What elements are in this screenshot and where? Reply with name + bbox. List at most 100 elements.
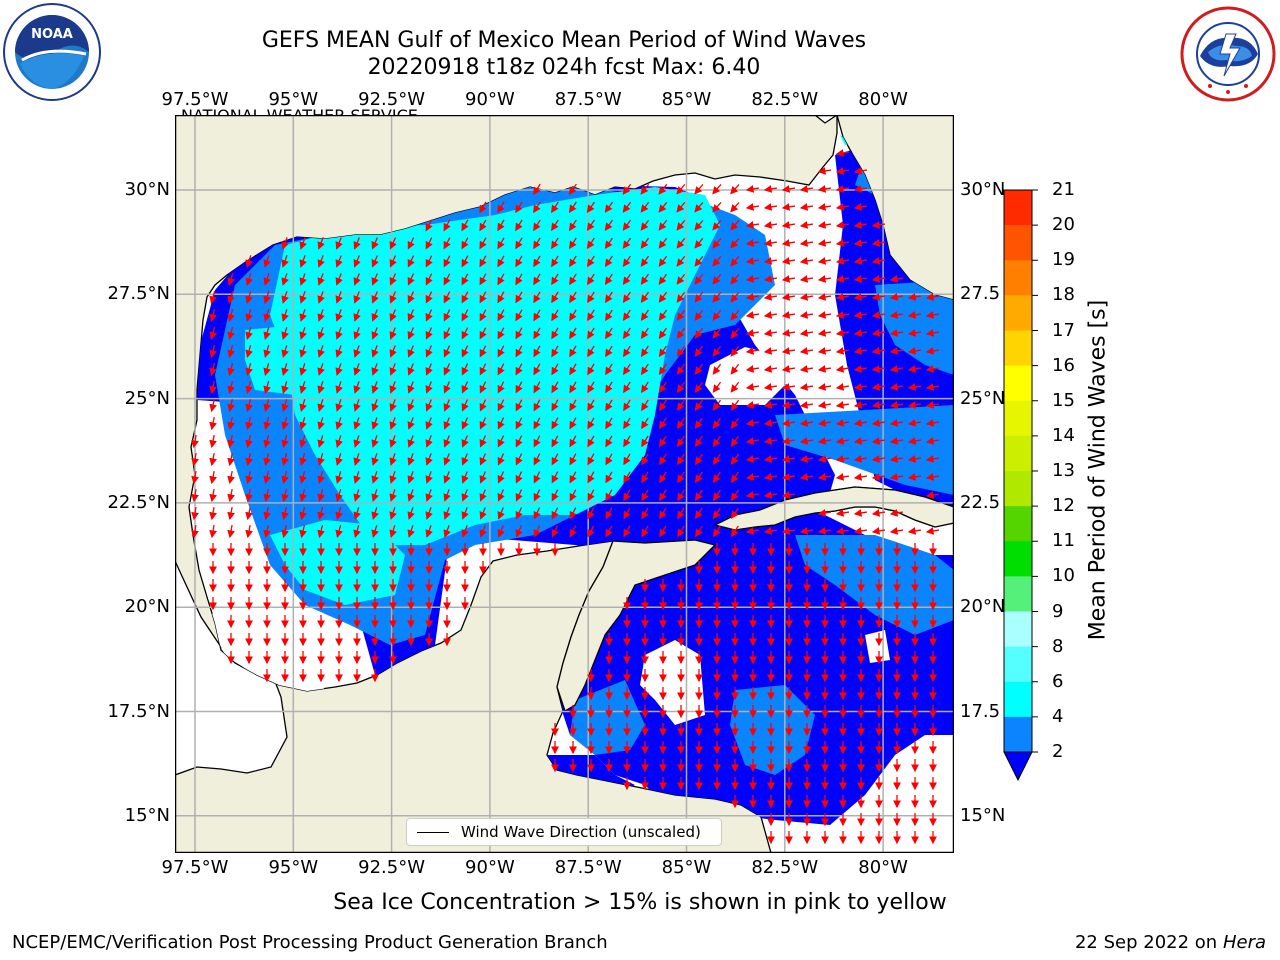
wind-wave-arrow [658,291,668,303]
wind-wave-arrow [658,309,668,321]
wind-wave-arrow [817,311,832,319]
wind-wave-arrow [299,453,307,467]
wind-wave-arrow [835,185,850,193]
wind-wave-arrow [622,201,632,213]
wind-wave-arrow [817,455,832,463]
wind-wave-arrow [568,183,577,196]
footer-date: 22 Sep 2022 on Hera [1075,932,1266,953]
wind-wave-arrow [871,311,886,319]
wind-wave-arrow [317,237,325,250]
wind-wave-arrow [641,453,649,466]
wind-wave-arrow [533,489,541,502]
lon-label-top: 90°W [465,89,515,110]
wind-wave-arrow [745,365,760,373]
wind-wave-arrow [730,489,739,502]
wind-wave-arrow [335,345,343,358]
wind-wave-arrow [515,219,523,232]
wind-wave-arrow [479,237,487,250]
wind-wave-arrow [407,327,415,340]
wind-wave-arrow [497,255,505,268]
wind-wave-arrow [605,471,613,484]
wind-wave-arrow [569,489,577,502]
wind-wave-arrow [263,453,271,467]
wind-wave-arrow [694,309,704,321]
lon-label-top: 92.5°W [358,89,426,110]
wind-wave-arrow [658,327,667,339]
wind-wave-arrow [569,435,577,448]
wind-wave-arrow [835,401,850,409]
wind-wave-arrow [353,525,361,539]
colorbar-segment [1004,541,1032,577]
wind-wave-arrow [799,221,814,229]
wind-wave-arrow [871,419,886,427]
wind-wave-arrow [389,507,397,520]
wind-wave-arrow [817,401,832,409]
wind-wave-arrow [299,489,307,503]
wind-wave-arrow [515,471,523,484]
wind-wave-arrow [659,435,667,448]
wind-wave-arrow [425,381,433,394]
wind-wave-arrow [781,365,796,373]
colorbar-tick-label: 13 [1052,460,1075,481]
wind-wave-arrow [371,273,379,286]
wind-wave-arrow [889,527,904,535]
wind-wave-arrow [479,489,487,502]
wind-wave-arrow [227,327,235,341]
wind-wave-arrow [676,183,686,195]
wind-wave-arrow [497,345,505,358]
wind-wave-arrow [317,327,325,340]
wind-wave-arrow [353,381,361,394]
wind-wave-arrow [763,275,778,283]
wind-wave-arrow [853,275,868,283]
wind-wave-arrow [871,437,886,445]
wind-wave-arrow [817,437,832,445]
wind-wave-arrow [227,381,235,395]
colorbar-segment [1004,716,1032,753]
wind-wave-arrow [781,455,796,463]
wind-wave-arrow [781,239,796,247]
wind-wave-arrow [335,273,343,286]
wind-wave-arrow [799,473,814,481]
wind-wave-arrow [658,183,668,195]
wind-wave-arrow [641,435,649,448]
wind-wave-arrow [659,507,667,520]
wind-wave-arrow [605,417,613,430]
wind-wave-arrow [730,238,740,249]
wind-wave-arrow [389,363,397,376]
lon-label-bottom: 80°W [858,857,908,878]
wind-wave-arrow [191,506,199,521]
wind-wave-arrow [694,201,704,213]
colorbar-segment [1004,260,1032,296]
wind-wave-arrow [281,327,289,340]
wind-wave-arrow [799,185,814,193]
wind-wave-arrow [889,401,904,409]
lon-label-top: 82.5°W [751,89,819,110]
wind-wave-arrow [299,291,307,304]
wind-wave-arrow [853,167,868,175]
wind-wave-arrow [817,221,832,229]
wind-wave-arrow [569,471,577,484]
wind-wave-arrow [209,488,217,503]
wind-wave-arrow [781,257,796,265]
wind-wave-arrow [461,399,469,412]
wind-wave-arrow [817,419,832,427]
wind-wave-arrow [641,525,649,538]
wind-wave-arrow [263,255,271,268]
wind-wave-arrow [227,417,235,431]
wind-wave-arrow [317,489,325,503]
wind-wave-arrow [550,201,559,214]
wind-wave-arrow [461,237,469,250]
wind-wave-arrow [335,507,343,521]
lat-label-right: 20°N [960,596,1006,618]
wind-wave-arrow [799,329,814,337]
wind-wave-arrow [335,291,343,304]
wind-wave-arrow [497,453,505,466]
colorbar-tick-label: 18 [1052,284,1075,306]
map-panel[interactable] [174,113,955,854]
wind-wave-arrow [799,257,814,265]
wind-wave-arrow [335,417,343,430]
wind-wave-arrow [853,419,868,427]
wind-wave-arrow [443,489,451,502]
wind-wave-arrow [407,399,415,412]
wind-wave-arrow [371,471,379,484]
